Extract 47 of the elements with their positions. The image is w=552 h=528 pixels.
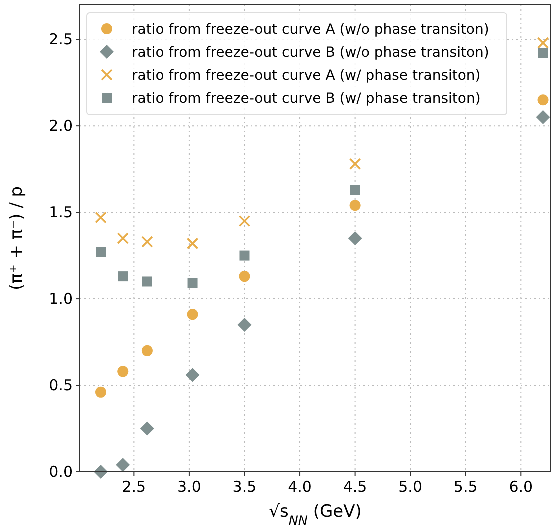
x-tick-label: 5.5 <box>454 478 478 496</box>
point <box>349 158 362 170</box>
y-tick-label: 1.0 <box>49 290 73 308</box>
y-tick-label: 0.5 <box>49 376 73 395</box>
point <box>538 48 548 58</box>
x-tick-label: 2.5 <box>122 478 146 496</box>
point <box>350 185 360 196</box>
point <box>117 232 130 244</box>
point <box>140 422 154 436</box>
x-tick-label: 3.0 <box>178 478 202 496</box>
point <box>96 386 107 398</box>
point <box>188 278 198 288</box>
legend-label: ratio from freeze-out curve A (w/o phase transiton) <box>132 22 490 38</box>
x-tick-label: 3.5 <box>232 478 257 496</box>
point <box>118 272 128 282</box>
legend-label: ratio from freeze-out curve B (w/o phase transiton) <box>132 45 490 61</box>
point <box>537 37 550 49</box>
point <box>118 366 129 378</box>
y-tick-label: 1.5 <box>49 204 73 222</box>
point <box>238 215 251 228</box>
point <box>186 238 199 250</box>
point <box>536 110 550 124</box>
point <box>96 247 106 258</box>
point <box>142 345 153 356</box>
x-tick-label: 4.0 <box>288 478 312 496</box>
point <box>95 212 107 224</box>
point <box>240 250 250 261</box>
point <box>142 236 154 248</box>
x-tick-label: 4.5 <box>343 478 368 496</box>
y-tick-label: 2.5 <box>49 30 73 49</box>
point <box>238 318 252 332</box>
point <box>538 94 549 106</box>
point <box>350 200 361 212</box>
legend-label: ratio from freeze-out curve A (w/ phase transiton) <box>132 68 481 84</box>
x-tick-label: 6.0 <box>509 478 534 496</box>
y-tick-label: 0.0 <box>49 463 73 481</box>
y-tick-label: 2.0 <box>49 117 73 136</box>
point <box>187 309 198 320</box>
point <box>239 271 250 282</box>
point <box>142 276 152 287</box>
point <box>116 458 130 472</box>
y-axis-title: (π⁺ + π⁻) / p <box>7 186 27 291</box>
x-axis-title: √s$_{NN}$ (GeV) <box>269 502 362 528</box>
point <box>348 232 362 246</box>
legend-label: ratio from freeze-out curve B (w/ phase transiton) <box>132 91 481 107</box>
x-tick-label: 5.0 <box>398 478 423 496</box>
point <box>186 368 200 382</box>
